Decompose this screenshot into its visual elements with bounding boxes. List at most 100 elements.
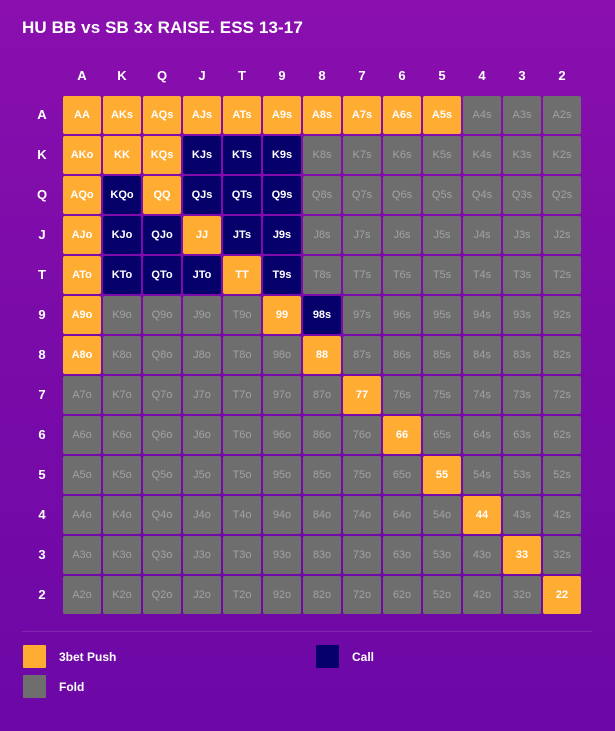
hand-cell-fold: T5o <box>223 456 261 494</box>
hand-cell-push: AJs <box>183 96 221 134</box>
hand-cell-fold: 43o <box>463 536 501 574</box>
hand-cell-fold: Q4o <box>143 496 181 534</box>
hand-cell-fold: T6s <box>383 256 421 294</box>
hand-cell-push: 33 <box>503 536 541 574</box>
hand-cell-fold: Q3s <box>503 176 541 214</box>
legend-label-call: Call <box>352 649 375 664</box>
hand-cell-fold: Q7o <box>143 376 181 414</box>
hand-cell-fold: K2o <box>103 576 141 614</box>
legend-swatch-call <box>316 645 339 668</box>
hand-cell-call: KJo <box>103 216 141 254</box>
hand-cell-fold: J3s <box>503 216 541 254</box>
hand-cell-fold: J8s <box>303 216 341 254</box>
hand-cell-push: AQs <box>143 96 181 134</box>
row-header: 7 <box>38 387 46 402</box>
hand-cell-fold: 83s <box>503 336 541 374</box>
hand-cell-push: A8s <box>303 96 341 134</box>
hand-cell-push: QQ <box>143 176 181 214</box>
hand-cell-push: AJo <box>63 216 101 254</box>
hand-cell-push: 55 <box>423 456 461 494</box>
hand-cell-fold: 93o <box>263 536 301 574</box>
column-header: 5 <box>438 68 446 83</box>
hand-cell-push: AKo <box>63 136 101 174</box>
chart-title: HU BB vs SB 3x RAISE. ESS 13-17 <box>22 18 303 37</box>
hand-cell-fold: K8s <box>303 136 341 174</box>
legend-item-call: Call <box>316 645 374 668</box>
hand-cell-push: KK <box>103 136 141 174</box>
hand-cell-fold: T7o <box>223 376 261 414</box>
column-header: 2 <box>558 68 566 83</box>
hand-cell-call: KTo <box>103 256 141 294</box>
hand-cell-fold: 72s <box>543 376 581 414</box>
hand-cell-fold: Q8s <box>303 176 341 214</box>
hand-cell-fold: J5o <box>183 456 221 494</box>
hand-cell-fold: J6s <box>383 216 421 254</box>
hand-cell-fold: K4o <box>103 496 141 534</box>
hand-cell-fold: 97o <box>263 376 301 414</box>
hand-cell-fold: T3s <box>503 256 541 294</box>
hand-cell-fold: 53s <box>503 456 541 494</box>
legend-divider <box>22 631 592 632</box>
hand-cell-fold: J2o <box>183 576 221 614</box>
hand-cell-fold: 87s <box>343 336 381 374</box>
hand-cell-fold: 64o <box>383 496 421 534</box>
hand-cell-fold: Q2s <box>543 176 581 214</box>
hand-cell-fold: J3o <box>183 536 221 574</box>
hand-cell-push: A8o <box>63 336 101 374</box>
column-header: K <box>117 68 127 83</box>
hand-cell-fold: K4s <box>463 136 501 174</box>
hand-cell-call: KQo <box>103 176 141 214</box>
hand-cell-fold: 73o <box>343 536 381 574</box>
row-header: 8 <box>38 347 46 362</box>
hand-cell-fold: 42s <box>543 496 581 534</box>
column-header: 4 <box>478 68 486 83</box>
hand-cell-fold: 84o <box>303 496 341 534</box>
hand-cell-fold: J4o <box>183 496 221 534</box>
column-header: 8 <box>318 68 326 83</box>
hand-cell-fold: 76o <box>343 416 381 454</box>
hand-cell-push: TT <box>223 256 261 294</box>
hand-cell-push: ATs <box>223 96 261 134</box>
column-header: 9 <box>278 68 286 83</box>
hand-cell-call: T9s <box>263 256 301 294</box>
hand-cell-call: QTs <box>223 176 261 214</box>
hand-cell-fold: 53o <box>423 536 461 574</box>
hand-cell-push: 99 <box>263 296 301 334</box>
hand-cell-fold: Q3o <box>143 536 181 574</box>
hand-cell-push: A7s <box>343 96 381 134</box>
hand-cell-fold: K8o <box>103 336 141 374</box>
hand-cell-fold: 86s <box>383 336 421 374</box>
hand-cell-fold: J8o <box>183 336 221 374</box>
hand-cell-fold: 96o <box>263 416 301 454</box>
hand-cell-fold: 74s <box>463 376 501 414</box>
hand-cell-fold: K7s <box>343 136 381 174</box>
hand-cell-fold: 94s <box>463 296 501 334</box>
hand-cell-fold: 83o <box>303 536 341 574</box>
legend-item-push: 3bet Push <box>23 645 116 668</box>
hand-range-grid: AA AKs AQs AJs ATs A9s A8s A7s A6s A5s A4s A3s A2s AK… <box>63 96 583 616</box>
hand-cell-push: AA <box>63 96 101 134</box>
hand-cell-fold: 63o <box>383 536 421 574</box>
hand-cell-fold: A2s <box>543 96 581 134</box>
hand-cell-fold: K9o <box>103 296 141 334</box>
hand-cell-fold: Q7s <box>343 176 381 214</box>
hand-cell-push: A9s <box>263 96 301 134</box>
hand-cell-push: A5s <box>423 96 461 134</box>
hand-cell-push: AKs <box>103 96 141 134</box>
hand-cell-push: 77 <box>343 376 381 414</box>
hand-cell-fold: 75o <box>343 456 381 494</box>
hand-cell-fold: Q4s <box>463 176 501 214</box>
hand-cell-push: 22 <box>543 576 581 614</box>
hand-cell-call: JTo <box>183 256 221 294</box>
hand-cell-fold: K2s <box>543 136 581 174</box>
hand-cell-fold: K5o <box>103 456 141 494</box>
hand-cell-fold: 92o <box>263 576 301 614</box>
hand-cell-push: 66 <box>383 416 421 454</box>
column-header: J <box>198 68 206 83</box>
hand-cell-push: A9o <box>63 296 101 334</box>
hand-cell-fold: J5s <box>423 216 461 254</box>
legend-swatch-fold <box>23 675 46 698</box>
row-header: 4 <box>38 507 46 522</box>
hand-cell-fold: 72o <box>343 576 381 614</box>
hand-cell-call: 98s <box>303 296 341 334</box>
